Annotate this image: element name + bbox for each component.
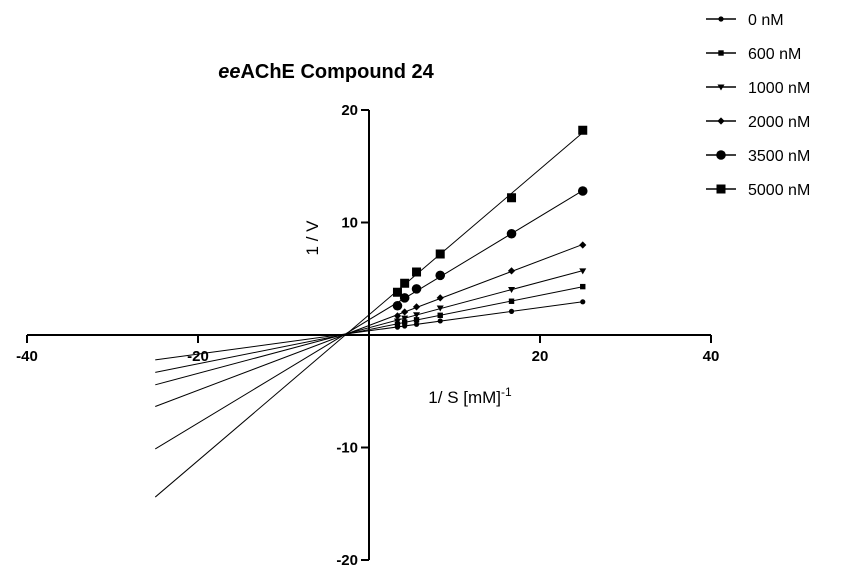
data-point — [412, 267, 422, 277]
legend-label: 1000 nM — [748, 80, 810, 97]
legend-item: 0 nM — [706, 12, 784, 29]
data-point — [507, 193, 517, 203]
data-point — [435, 270, 446, 281]
data-point — [401, 308, 409, 316]
legend-marker — [717, 84, 725, 91]
data-point — [400, 278, 410, 288]
axes — [27, 110, 711, 560]
legend-marker — [717, 117, 725, 125]
data-point — [401, 315, 409, 322]
x-axis-title-text: 1/ S [mM] — [428, 388, 501, 407]
data-point — [413, 317, 420, 323]
data-point — [435, 249, 445, 259]
x-tick-label: 20 — [532, 348, 549, 365]
data-point — [579, 241, 587, 249]
x-tick-label: -40 — [16, 348, 38, 365]
data-point — [412, 303, 421, 311]
data-point — [508, 308, 515, 314]
chart-title: eeAChE Compound 24 — [218, 61, 434, 83]
data-point — [436, 294, 444, 302]
data-point — [579, 268, 587, 275]
data-point — [413, 321, 420, 327]
data-point — [392, 300, 403, 311]
data-point — [577, 186, 588, 196]
data-point — [401, 319, 408, 325]
legend-marker — [716, 150, 726, 160]
data-point — [437, 318, 443, 324]
legend-label: 2000 nM — [748, 114, 810, 131]
x-tick-label: 40 — [703, 348, 720, 365]
chart-title-main: AChE Compound 24 — [240, 61, 434, 83]
legend-item: 5000 nM — [706, 182, 810, 199]
ticks: -40 -20 20 40 20 10 -10 -20 — [16, 102, 720, 569]
legend-marker — [716, 184, 726, 194]
x-axis-title: 1/ S [mM]-1 — [428, 385, 512, 407]
legend-label: 0 nM — [748, 12, 784, 29]
y-tick-label: -10 — [336, 440, 358, 457]
data-point — [411, 284, 422, 294]
legend-label: 3500 nM — [748, 148, 810, 165]
data-point — [393, 318, 401, 325]
data-point — [399, 293, 410, 303]
legend-marker — [718, 50, 724, 56]
y-tick-label: -20 — [336, 552, 358, 568]
data-point — [507, 267, 516, 275]
data-point — [508, 298, 515, 304]
data-point — [437, 312, 443, 319]
data-point — [578, 125, 588, 135]
y-tick-label: 10 — [341, 215, 358, 232]
legend-item: 1000 nM — [706, 80, 810, 97]
legend-item: 600 nM — [706, 46, 801, 63]
x-tick-label: -20 — [187, 348, 209, 365]
data-point — [508, 286, 516, 293]
legend-item: 3500 nM — [706, 148, 810, 165]
data-point — [580, 283, 586, 290]
legend: 0 nM 600 nM 1000 nM 2000 nM 3500 nM 5000 nM — [706, 12, 810, 199]
x-axis-title-superscript: -1 — [501, 385, 512, 399]
legend-label: 600 nM — [748, 46, 801, 63]
legend-label: 5000 nM — [748, 182, 810, 199]
legend-item: 2000 nM — [706, 114, 810, 131]
y-tick-label: 20 — [341, 102, 358, 119]
data-point — [393, 312, 402, 320]
data-point — [436, 305, 444, 312]
legend-marker — [718, 16, 724, 22]
data-point — [392, 287, 402, 297]
data-point — [580, 299, 586, 305]
chart-title-italic: ee — [218, 61, 240, 83]
series-markers — [392, 125, 588, 330]
y-axis-title: 1 / V — [303, 220, 322, 256]
data-point — [413, 312, 421, 319]
data-point — [506, 228, 517, 239]
